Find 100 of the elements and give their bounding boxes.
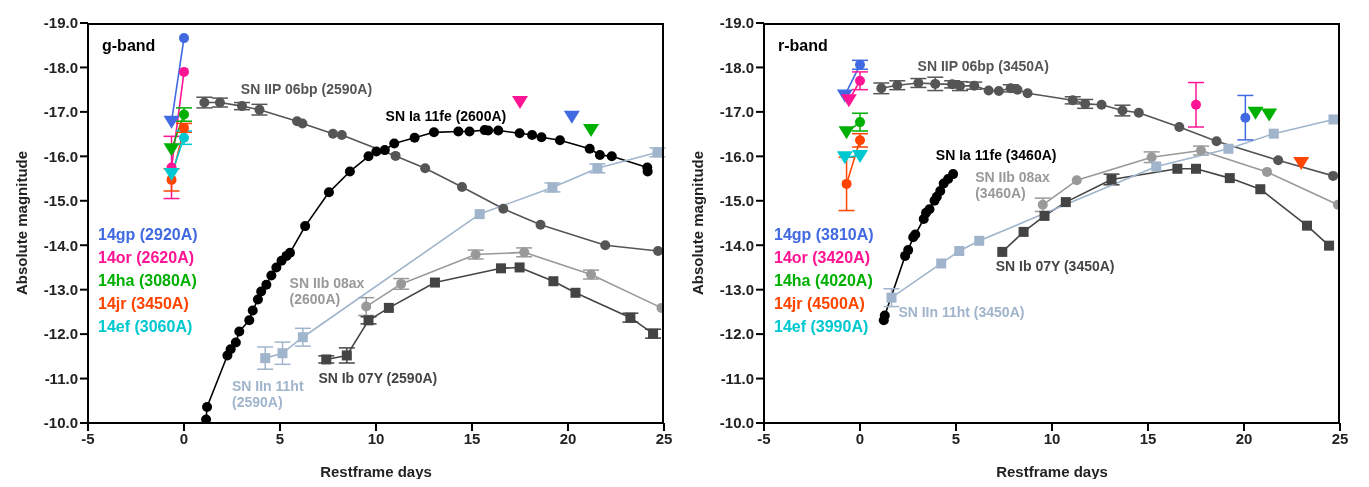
series-label: SN IIb 08ax (2600A): [289, 274, 365, 307]
point: [464, 126, 475, 137]
point: [260, 353, 271, 364]
point: [420, 163, 431, 174]
point: [453, 126, 464, 137]
point: [1211, 136, 1222, 147]
text: 14gp (3810A): [774, 225, 874, 245]
point: [554, 135, 565, 146]
point: [936, 258, 947, 269]
point: [584, 143, 595, 154]
y-tick-label: -13.0: [719, 280, 754, 298]
y-tick-label: -12.0: [719, 325, 754, 343]
y-tick-label: -14.0: [719, 236, 754, 254]
point: [935, 186, 946, 196]
series-label: SN Ib 07Y (3450A): [995, 258, 1115, 275]
x-tick-label: 5: [275, 429, 285, 447]
y-tick-label: -10.0: [719, 414, 754, 432]
point: [409, 132, 420, 143]
y-tick-label: -18.0: [719, 58, 754, 76]
point: [199, 97, 210, 108]
text: 14ha (4020A): [774, 271, 874, 291]
point: [514, 128, 525, 139]
point: [1195, 145, 1206, 156]
point: [948, 169, 959, 180]
point: [1151, 161, 1162, 172]
annotation: r-band: [778, 37, 828, 55]
point: [379, 145, 390, 156]
point: [498, 203, 509, 214]
point: [855, 75, 865, 86]
x-tick-label: 10: [1043, 429, 1061, 447]
point: [886, 292, 897, 303]
point: [983, 85, 994, 96]
point: [586, 269, 597, 280]
point: [1071, 175, 1082, 186]
point: [570, 287, 581, 298]
y-tick-label: -13.0: [43, 280, 78, 298]
point: [493, 125, 504, 136]
point: [594, 150, 605, 160]
point: [363, 315, 374, 326]
point: [536, 132, 547, 143]
point: [930, 78, 941, 89]
text: 14jr (4500A): [774, 294, 866, 314]
point: [234, 326, 245, 337]
x-tick-label: 15: [463, 429, 481, 447]
point: [548, 276, 559, 287]
point: [396, 278, 407, 289]
point: [389, 138, 400, 149]
point: [390, 150, 401, 161]
x-tick-label: 25: [655, 429, 673, 447]
point: [230, 337, 241, 348]
point: [997, 246, 1008, 257]
point: [1022, 88, 1033, 99]
point: [840, 94, 857, 108]
point: [252, 294, 263, 305]
point: [202, 402, 213, 412]
point: [383, 302, 394, 313]
point: [244, 315, 255, 326]
point: [179, 33, 189, 44]
point: [606, 151, 617, 162]
point: [969, 80, 980, 91]
annotation: g-band: [102, 37, 156, 55]
point: [277, 348, 288, 359]
x-tick-label: -5: [757, 429, 771, 447]
point: [876, 83, 887, 94]
point: [297, 332, 308, 343]
text: 14or (2620A): [98, 248, 196, 268]
point: [261, 279, 272, 290]
point: [1117, 105, 1128, 116]
point: [993, 86, 1004, 96]
y-axis-title: Absolute magnitude: [13, 150, 31, 296]
series-label: SN IIb 08ax (3460A): [975, 168, 1050, 201]
point: [648, 328, 659, 339]
point: [1039, 210, 1050, 221]
text: 14gp (2920A): [98, 225, 198, 245]
x-tick-label: 0: [179, 429, 189, 447]
point: [1240, 112, 1251, 123]
x-tick-label: -5: [81, 429, 95, 447]
point: [892, 80, 903, 91]
point: [474, 209, 485, 220]
point: [1018, 226, 1029, 237]
series-label: SN IIP 06bp (3450A): [917, 57, 1049, 74]
point: [266, 270, 277, 281]
y-axis-title: Absolute magnitude: [689, 150, 707, 296]
point: [913, 78, 924, 88]
point: [535, 219, 546, 230]
point: [855, 59, 865, 70]
point: [163, 168, 180, 182]
point: [855, 117, 865, 128]
point: [163, 143, 180, 157]
point: [1191, 163, 1201, 174]
point: [1324, 240, 1335, 251]
series-label: SN IIn 11ht (3450A): [898, 303, 1025, 320]
point: [1247, 106, 1264, 120]
point: [236, 101, 247, 112]
point: [1255, 184, 1266, 195]
point: [429, 277, 440, 288]
y-tick-label: -14.0: [43, 236, 78, 254]
point: [1106, 174, 1117, 185]
series-label: SN IIP 06bp (2590A): [240, 80, 373, 97]
point: [225, 344, 236, 355]
